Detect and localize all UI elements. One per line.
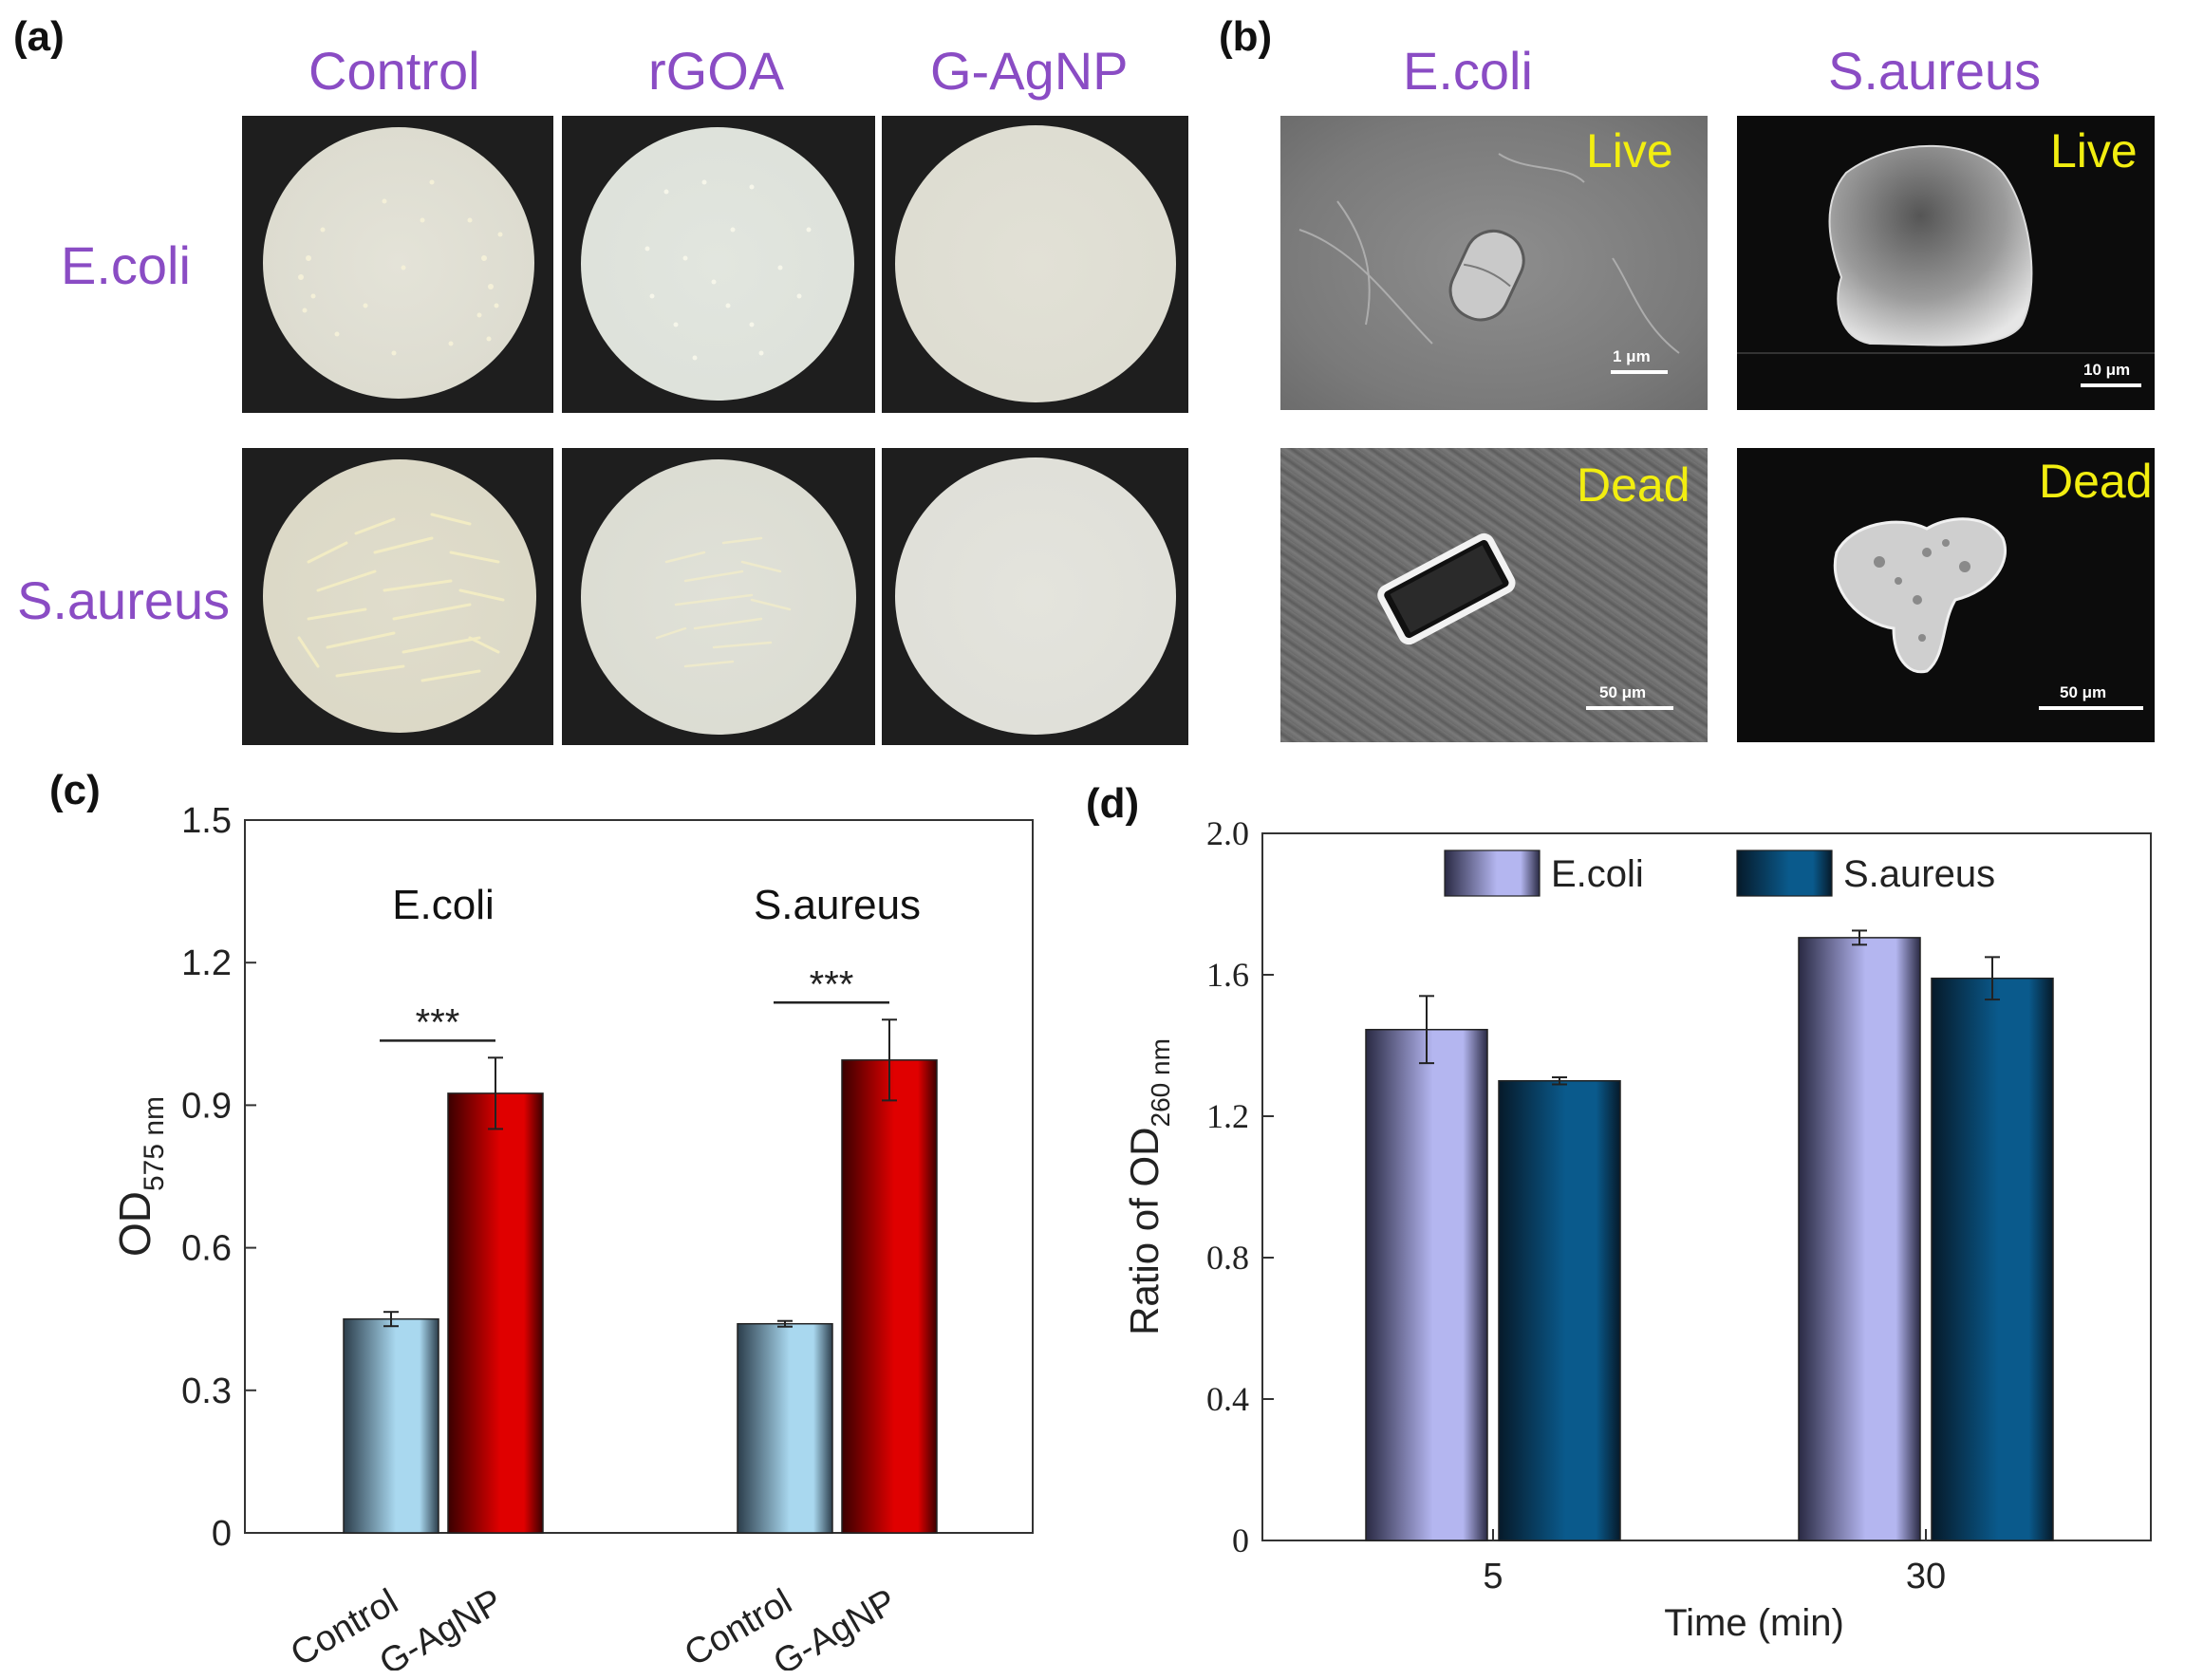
petri-dish bbox=[895, 457, 1176, 735]
bacterial-colonies bbox=[298, 179, 503, 356]
sem-col-label-saureus: S.aureus bbox=[1828, 41, 2042, 101]
scale-bar-label: 50 μm bbox=[1599, 683, 1647, 701]
panel-d-label: (d) bbox=[1086, 780, 1140, 827]
legend-label: S.aureus bbox=[1843, 853, 1995, 895]
panel-c-label: (c) bbox=[49, 767, 101, 813]
x-tick-label: G-AgNP bbox=[767, 1581, 904, 1671]
bar-saureus-5 bbox=[1498, 1080, 1621, 1541]
bar-saureus-g-agnp bbox=[841, 1059, 938, 1534]
significance-marker: *** bbox=[416, 1001, 460, 1043]
y-tick-label: 0.9 bbox=[181, 1086, 232, 1126]
y-tick-label: 1.6 bbox=[1206, 956, 1249, 994]
sem-col-label-ecoli: E.coli bbox=[1403, 41, 1533, 101]
scale-bar-label: 1 μm bbox=[1613, 347, 1651, 365]
dish-photo-saureus-control bbox=[242, 448, 553, 745]
y-tick-label: 0.6 bbox=[181, 1229, 232, 1269]
scale-bar bbox=[1586, 706, 1673, 710]
petri-dish bbox=[895, 125, 1176, 402]
row-label-ecoli: E.coli bbox=[61, 235, 191, 295]
col-label-rgoa: rGOA bbox=[648, 41, 785, 101]
group-label: E.coli bbox=[392, 882, 495, 928]
bar-ecoli-g-agnp bbox=[447, 1092, 544, 1534]
plot-frame bbox=[244, 819, 1034, 1534]
y-axis-label: Ratio of OD260 nm bbox=[1122, 1038, 1175, 1335]
sem-image-ecoli-live: Live 1 μm bbox=[1280, 116, 1708, 410]
damaged-bacterium bbox=[1377, 532, 1516, 645]
bacterial-colonies bbox=[297, 513, 505, 682]
y-tick-label: 1.2 bbox=[181, 943, 232, 983]
y-tick-label: 0 bbox=[1232, 1521, 1249, 1559]
bar-ecoli-control bbox=[343, 1317, 439, 1534]
legend-swatch-saureus bbox=[1736, 849, 1833, 897]
y-tick-label: 0.8 bbox=[1206, 1239, 1249, 1277]
damaged-cell bbox=[1833, 517, 2008, 674]
scale-bar bbox=[2039, 706, 2143, 710]
plot-frame bbox=[1261, 832, 2152, 1541]
cell-shape bbox=[1737, 144, 2155, 354]
scale-bar-label: 50 μm bbox=[2060, 683, 2107, 701]
legend-label: E.coli bbox=[1551, 853, 1644, 895]
bar-saureus-control bbox=[737, 1322, 833, 1534]
scale-bar bbox=[2081, 383, 2141, 387]
bar-ecoli-5 bbox=[1365, 1028, 1488, 1541]
petri-dish bbox=[581, 459, 856, 735]
petri-dish bbox=[581, 127, 854, 401]
sem-tag-dead: Dead bbox=[2039, 455, 2153, 508]
sem-image-saureus-dead: Dead 50 μm bbox=[1737, 448, 2155, 742]
bacterial-colonies bbox=[655, 536, 792, 668]
bacterium-shape bbox=[1298, 153, 1680, 354]
petri-dish bbox=[263, 127, 534, 399]
sem-image-ecoli-dead: Dead 50 μm bbox=[1280, 448, 1708, 742]
y-tick-label: 1.2 bbox=[1206, 1097, 1249, 1135]
sem-tag-live: Live bbox=[2050, 124, 2138, 177]
y-tick-label: 0 bbox=[212, 1514, 232, 1554]
y-tick-label: 0.3 bbox=[181, 1372, 232, 1411]
bacterial-colonies bbox=[644, 179, 812, 361]
row-label-saureus: S.aureus bbox=[17, 570, 231, 630]
y-axis-label: OD575 nm bbox=[110, 1096, 170, 1257]
dish-photo-saureus-rgoa bbox=[562, 448, 875, 745]
col-label-control: Control bbox=[308, 41, 480, 101]
x-tick-label: 30 bbox=[1906, 1557, 1946, 1596]
sem-image-saureus-live: Live 10 μm bbox=[1737, 116, 2155, 410]
x-tick-label: 5 bbox=[1483, 1557, 1503, 1596]
y-tick-label: 1.5 bbox=[181, 801, 232, 841]
x-tick-label: G-AgNP bbox=[373, 1581, 510, 1671]
col-label-g-agnp: G-AgNP bbox=[930, 41, 1129, 101]
group-label: S.aureus bbox=[754, 882, 921, 928]
scale-bar-label: 10 μm bbox=[2083, 361, 2131, 379]
y-tick-label: 0.4 bbox=[1206, 1380, 1249, 1418]
od260-ratio-bar-chart: 0 0.4 0.8 1.2 1.6 2.0 Ratio of OD260 nm 5 30 Time… bbox=[1122, 814, 2152, 1644]
panel-b-label: (b) bbox=[1219, 13, 1273, 60]
dish-photo-saureus-g-agnp bbox=[882, 448, 1188, 745]
legend-swatch-ecoli bbox=[1444, 849, 1541, 897]
bar-saureus-30 bbox=[1931, 977, 2054, 1541]
panel-a-label: (a) bbox=[13, 13, 65, 60]
x-axis-label: Time (min) bbox=[1664, 1602, 1844, 1644]
y-tick-label: 2.0 bbox=[1206, 814, 1249, 852]
significance-marker: *** bbox=[810, 963, 854, 1005]
scale-bar bbox=[1611, 370, 1668, 374]
sem-tag-dead: Dead bbox=[1577, 458, 1690, 512]
sem-tag-live: Live bbox=[1586, 124, 1673, 177]
dish-photo-ecoli-g-agnp bbox=[882, 116, 1188, 413]
bar-ecoli-30 bbox=[1798, 937, 1921, 1541]
dish-photo-ecoli-control bbox=[242, 116, 553, 413]
dish-photo-ecoli-rgoa bbox=[562, 116, 875, 413]
